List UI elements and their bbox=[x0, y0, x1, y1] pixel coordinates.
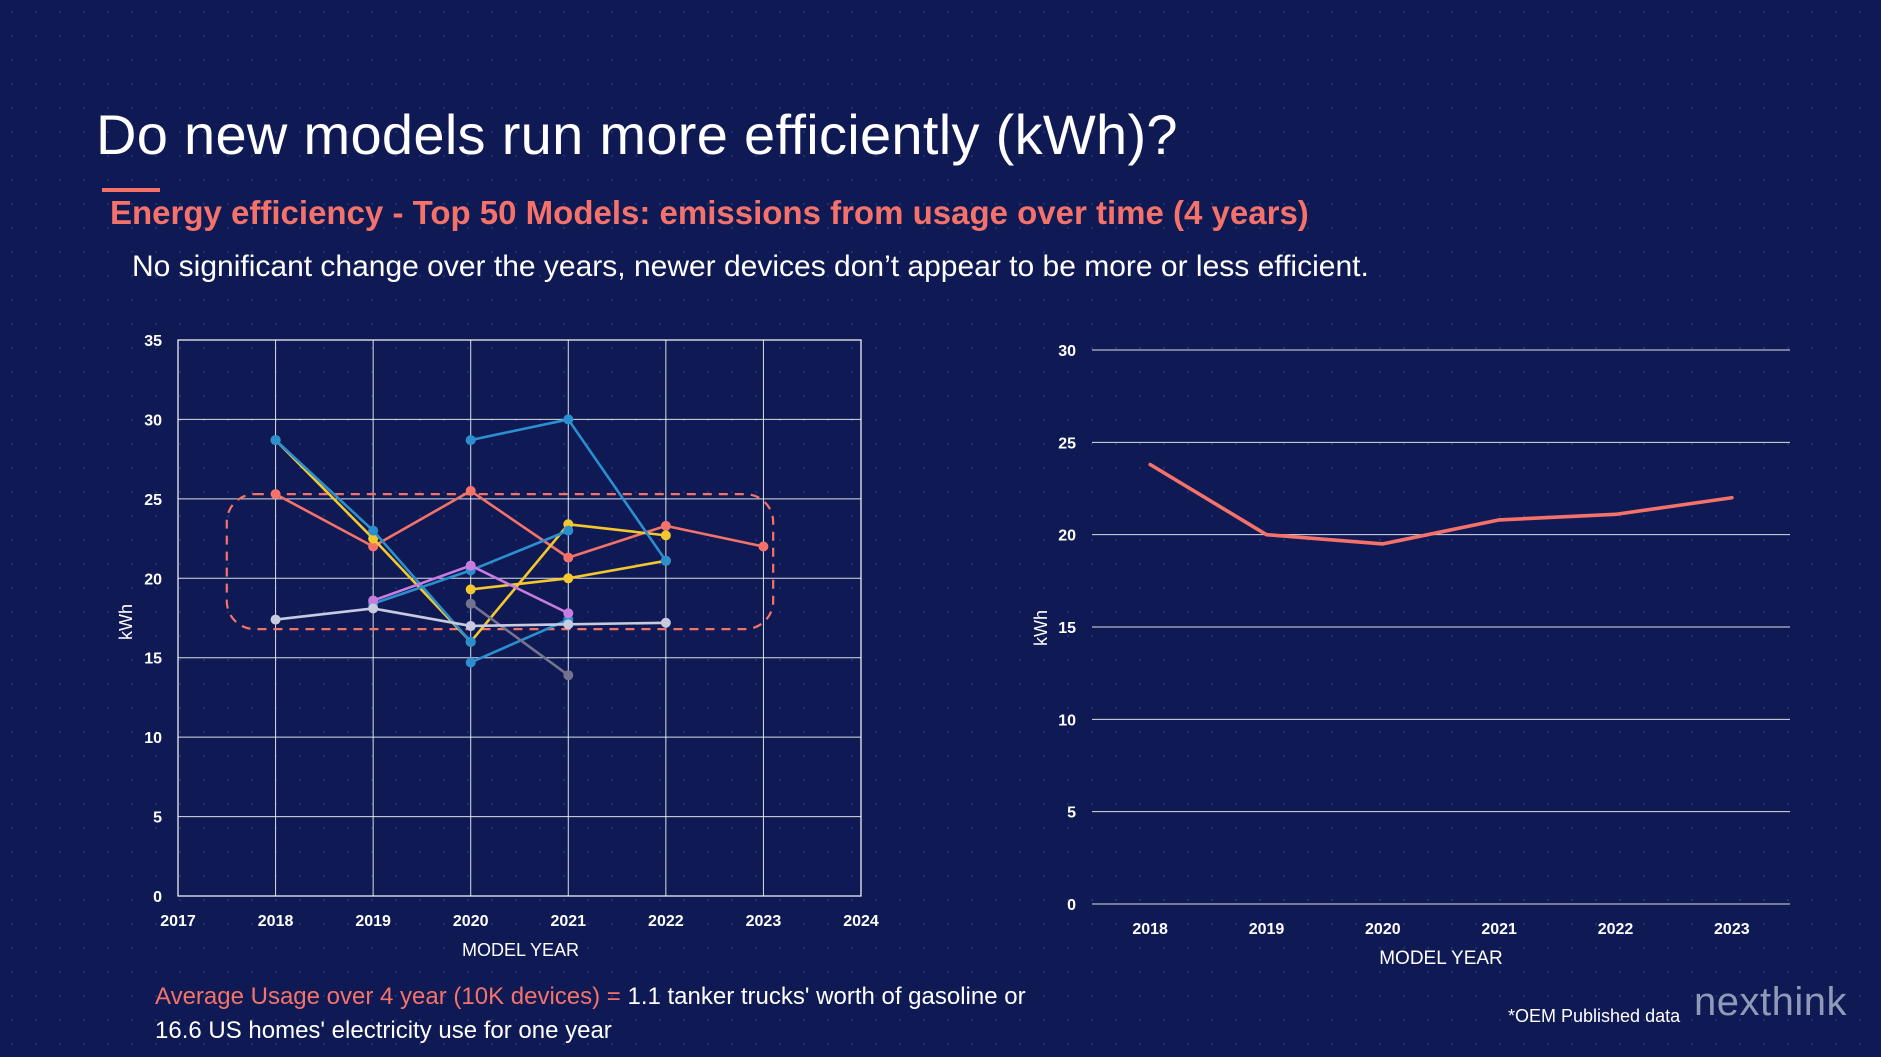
footer-text: Average Usage over 4 year (10K devices) … bbox=[155, 980, 1026, 1048]
data-point bbox=[368, 541, 379, 552]
y-tick-label: 25 bbox=[144, 492, 162, 509]
x-tick-label: 2021 bbox=[1481, 921, 1517, 938]
nexthink-logo: nexthink bbox=[1694, 980, 1847, 1024]
footer-highlight: Average Usage over 4 year (10K devices) … bbox=[155, 983, 621, 1010]
data-point bbox=[465, 435, 476, 446]
y-tick-label: 20 bbox=[144, 571, 162, 588]
data-point bbox=[465, 598, 476, 609]
data-point bbox=[465, 560, 476, 571]
slide-subtitle: Energy efficiency - Top 50 Models: emiss… bbox=[110, 194, 1309, 231]
data-point bbox=[368, 603, 379, 614]
y-tick-label: 30 bbox=[1058, 343, 1076, 360]
x-tick-label: 2020 bbox=[453, 913, 489, 930]
y-tick-label: 10 bbox=[1058, 712, 1076, 729]
x-tick-label: 2017 bbox=[160, 913, 196, 930]
data-point bbox=[563, 670, 574, 681]
data-point bbox=[465, 584, 476, 595]
x-tick-label: 2022 bbox=[648, 913, 684, 930]
y-tick-label: 15 bbox=[144, 651, 162, 668]
footer-line-2: 16.6 US homes' electricity use for one y… bbox=[155, 1017, 612, 1044]
data-point bbox=[465, 636, 476, 647]
y-tick-label: 0 bbox=[153, 889, 162, 906]
y-tick-label: 20 bbox=[1058, 528, 1076, 545]
y-tick-label: 30 bbox=[144, 412, 162, 429]
data-point bbox=[563, 619, 574, 630]
x-tick-label: 2024 bbox=[843, 913, 879, 930]
y-tick-label: 10 bbox=[144, 730, 162, 747]
data-point bbox=[270, 489, 281, 500]
source-note: *OEM Published data bbox=[1508, 1006, 1681, 1026]
data-point bbox=[465, 620, 476, 631]
data-point bbox=[368, 595, 379, 606]
series-line bbox=[274, 489, 764, 559]
series-line bbox=[469, 602, 570, 677]
series-line bbox=[1148, 462, 1734, 546]
data-point bbox=[563, 608, 574, 619]
x-tick-label: 2018 bbox=[1132, 921, 1168, 938]
x-tick-label: 2021 bbox=[550, 913, 586, 930]
data-point bbox=[660, 530, 671, 541]
data-point bbox=[368, 525, 379, 536]
y-tick-label: 35 bbox=[144, 333, 162, 350]
data-point bbox=[368, 533, 379, 544]
data-point bbox=[660, 555, 671, 566]
y-tick-label: 25 bbox=[1058, 435, 1076, 452]
x-tick-label: 2022 bbox=[1598, 921, 1634, 938]
data-point bbox=[660, 617, 671, 628]
data-point bbox=[465, 657, 476, 668]
x-tick-label: 2019 bbox=[1249, 921, 1285, 938]
slide-description: No significant change over the years, ne… bbox=[132, 250, 1369, 283]
y-axis-title: kWh bbox=[116, 604, 136, 640]
x-tick-label: 2019 bbox=[355, 913, 391, 930]
x-tick-label: 2023 bbox=[746, 913, 782, 930]
y-tick-label: 5 bbox=[1067, 805, 1076, 822]
y-axis-title: kWh bbox=[1031, 610, 1051, 646]
data-point bbox=[563, 414, 574, 425]
x-tick-label: 2023 bbox=[1714, 921, 1750, 938]
title-accent-bar bbox=[102, 188, 160, 192]
data-point bbox=[270, 435, 281, 446]
x-tick-label: 2020 bbox=[1365, 921, 1401, 938]
data-point bbox=[660, 520, 671, 531]
y-tick-label: 15 bbox=[1058, 620, 1076, 637]
x-axis-title: MODEL YEAR bbox=[1379, 948, 1503, 969]
slide-title: Do new models run more efficiently (kWh)… bbox=[96, 103, 1178, 166]
data-point bbox=[758, 541, 769, 552]
data-point bbox=[270, 614, 281, 625]
footer-line-1: 1.1 tanker trucks' worth of gasoline or bbox=[620, 983, 1026, 1010]
y-tick-label: 0 bbox=[1067, 897, 1076, 914]
x-axis-title: MODEL YEAR bbox=[462, 940, 579, 960]
highlight-box bbox=[225, 492, 775, 631]
x-tick-label: 2018 bbox=[258, 913, 294, 930]
y-tick-label: 5 bbox=[153, 810, 162, 827]
data-point bbox=[465, 485, 476, 496]
data-point bbox=[563, 552, 574, 563]
plot-area-border bbox=[177, 339, 862, 897]
data-point bbox=[563, 525, 574, 536]
data-point bbox=[563, 573, 574, 584]
